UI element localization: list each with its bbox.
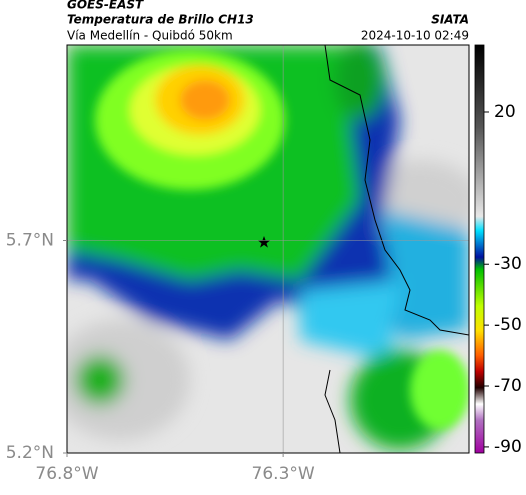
satellite-image	[67, 45, 469, 453]
colorbar-tick-label: -70	[494, 376, 522, 396]
x-tick-label: 76.3°W	[252, 464, 315, 484]
timestamp: 2024-10-10 02:49	[361, 29, 469, 43]
colorbar-tick-label: 20	[494, 102, 516, 122]
colorbar-tick-label: -30	[494, 254, 522, 274]
y-tick-label: 5.7°N	[6, 231, 54, 251]
y-tick-label: 5.2°N	[6, 443, 54, 463]
agency: GOES-EAST	[67, 0, 144, 12]
region: Vía Medellín - Quibdó 50km	[67, 29, 233, 43]
source: SIATA	[431, 13, 469, 27]
product: Temperatura de Brillo CH13	[67, 13, 254, 27]
colorbar-tick-label: -90	[494, 437, 522, 457]
city-marker	[257, 236, 271, 248]
colorbar	[474, 44, 485, 454]
map-frame	[66, 44, 470, 454]
x-tick-label: 76.8°W	[35, 464, 98, 484]
boundary-line	[324, 45, 469, 453]
colorbar-tick-label: -50	[494, 315, 522, 335]
